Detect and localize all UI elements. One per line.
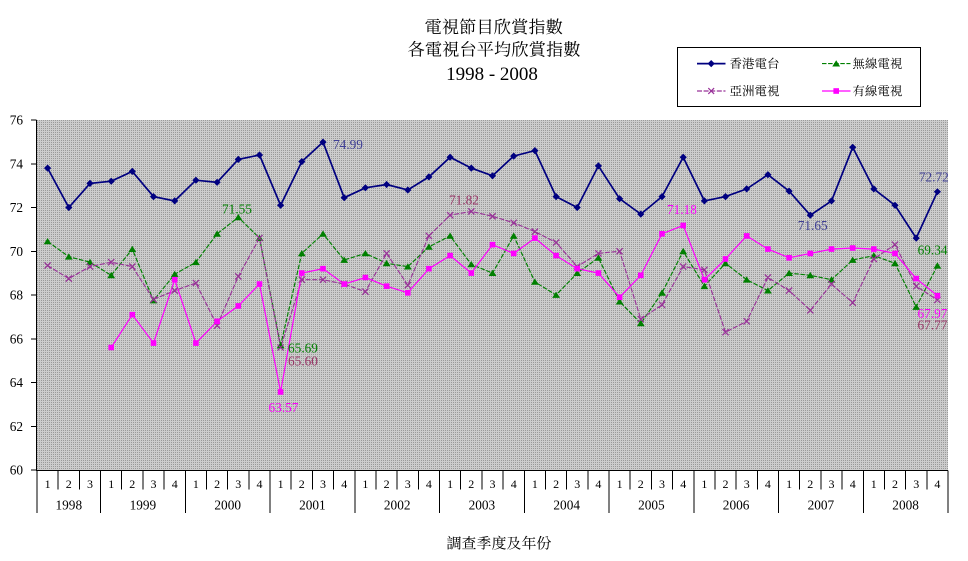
svg-text:1: 1: [45, 477, 51, 491]
svg-text:2001: 2001: [299, 498, 326, 513]
svg-text:2: 2: [66, 477, 72, 491]
svg-text:69.34: 69.34: [918, 243, 948, 258]
svg-text:2: 2: [807, 477, 813, 491]
svg-text:1: 1: [871, 477, 877, 491]
svg-text:3: 3: [744, 477, 750, 491]
svg-text:1998: 1998: [56, 498, 83, 513]
svg-text:2007: 2007: [808, 498, 835, 513]
svg-text:3: 3: [490, 477, 496, 491]
svg-text:4: 4: [511, 477, 517, 491]
svg-text:1: 1: [701, 477, 707, 491]
svg-text:68: 68: [10, 288, 24, 303]
svg-text:3: 3: [659, 477, 665, 491]
svg-text:3: 3: [405, 477, 411, 491]
svg-text:65.60: 65.60: [288, 354, 318, 369]
svg-text:2: 2: [723, 477, 729, 491]
svg-text:4: 4: [341, 477, 347, 491]
svg-text:4: 4: [426, 477, 432, 491]
svg-text:1: 1: [532, 477, 538, 491]
svg-text:4: 4: [680, 477, 686, 491]
svg-text:4: 4: [595, 477, 601, 491]
svg-text:1: 1: [786, 477, 792, 491]
svg-text:76: 76: [10, 113, 24, 128]
svg-text:3: 3: [320, 477, 326, 491]
svg-text:65.69: 65.69: [288, 341, 318, 356]
svg-text:1: 1: [278, 477, 284, 491]
svg-text:2002: 2002: [384, 498, 411, 513]
svg-text:74.99: 74.99: [333, 137, 363, 152]
svg-text:2: 2: [214, 477, 220, 491]
svg-text:64: 64: [10, 375, 24, 390]
svg-text:1999: 1999: [130, 498, 157, 513]
svg-text:4: 4: [257, 477, 263, 491]
svg-text:67.77: 67.77: [918, 318, 948, 333]
svg-text:1998 - 2008: 1998 - 2008: [446, 64, 538, 85]
svg-text:2000: 2000: [214, 498, 241, 513]
svg-text:2008: 2008: [892, 498, 919, 513]
svg-text:1: 1: [193, 477, 199, 491]
svg-text:4: 4: [765, 477, 771, 491]
svg-text:4: 4: [172, 477, 178, 491]
svg-text:3: 3: [235, 477, 241, 491]
svg-text:2: 2: [299, 477, 305, 491]
svg-text:2: 2: [384, 477, 390, 491]
svg-text:72.72: 72.72: [919, 170, 949, 185]
svg-text:4: 4: [934, 477, 940, 491]
svg-text:3: 3: [87, 477, 93, 491]
svg-text:74: 74: [10, 156, 24, 171]
svg-text:72: 72: [10, 200, 23, 215]
svg-text:3: 3: [151, 477, 157, 491]
svg-text:71.82: 71.82: [449, 193, 479, 208]
svg-text:2003: 2003: [469, 498, 496, 513]
svg-text:2: 2: [553, 477, 559, 491]
svg-text:1: 1: [617, 477, 623, 491]
svg-text:63.57: 63.57: [269, 400, 299, 415]
svg-text:71.18: 71.18: [667, 202, 697, 217]
svg-text:2: 2: [638, 477, 644, 491]
svg-text:2: 2: [892, 477, 898, 491]
svg-text:70: 70: [10, 244, 24, 259]
svg-text:62: 62: [10, 419, 23, 434]
svg-text:2005: 2005: [638, 498, 665, 513]
svg-text:2: 2: [129, 477, 135, 491]
svg-text:2004: 2004: [553, 498, 580, 513]
svg-text:3: 3: [913, 477, 919, 491]
svg-text:1: 1: [362, 477, 368, 491]
svg-text:71.65: 71.65: [798, 218, 828, 233]
svg-text:67.97: 67.97: [918, 306, 948, 321]
svg-text:1: 1: [447, 477, 453, 491]
svg-text:2: 2: [468, 477, 474, 491]
svg-text:60: 60: [10, 463, 24, 478]
svg-text:1: 1: [108, 477, 114, 491]
svg-text:3: 3: [829, 477, 835, 491]
svg-text:71.55: 71.55: [222, 202, 252, 217]
svg-text:4: 4: [850, 477, 856, 491]
svg-text:2006: 2006: [723, 498, 750, 513]
svg-text:66: 66: [10, 331, 24, 346]
svg-text:3: 3: [574, 477, 580, 491]
